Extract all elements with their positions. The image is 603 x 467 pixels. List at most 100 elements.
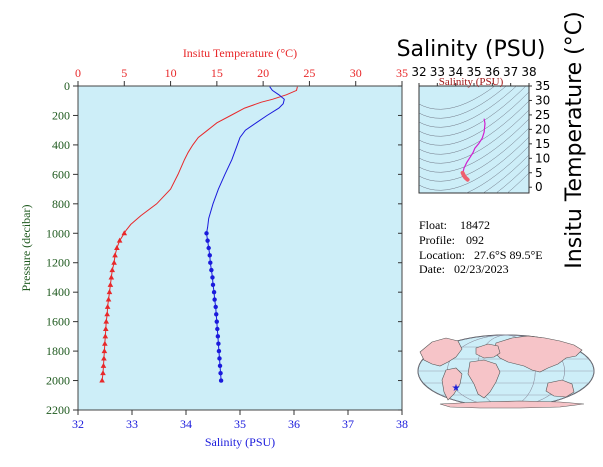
- temperature-marker: [104, 311, 110, 317]
- density-contour: [419, 118, 529, 173]
- density-contours: [419, 86, 529, 193]
- temperature-marker: [114, 245, 120, 250]
- salinity-marker: [216, 348, 222, 354]
- temperature-profile-line: [101, 86, 298, 381]
- salinity-marker: [216, 341, 221, 346]
- date-value: 02/23/2023: [454, 262, 509, 276]
- ts-inset-chart: Salinity (PSU) 32 33 34 35 36 37 3805101520253…: [397, 11, 587, 268]
- land-europe: [475, 343, 501, 359]
- temperature-marker: [100, 362, 107, 368]
- ts-inset-y-axis-label: Insitu Temperature (°C): [562, 11, 587, 268]
- salinity-marker: [209, 267, 214, 273]
- ts-salinity-tick-label: 38: [521, 65, 536, 79]
- salinity-axis-title: Salinity (PSU): [205, 435, 275, 449]
- temperature-marker: [102, 326, 109, 331]
- ts-curve: [462, 118, 486, 173]
- temperature-tick-label: 30: [350, 66, 362, 80]
- ts-temperature-tick-label: 35: [535, 79, 550, 93]
- temperature-tick-label: 35: [396, 66, 408, 80]
- density-contour: [419, 136, 529, 191]
- salinity-marker: [206, 245, 211, 251]
- temperature-marker: [103, 318, 110, 324]
- salinity-marker: [210, 282, 216, 288]
- temperature-marker: [112, 252, 118, 258]
- temperature-marker: [102, 333, 109, 339]
- ts-temperature-tick-label: 25: [535, 108, 550, 122]
- pressure-tick-label: 200: [52, 108, 70, 122]
- pressure-tick-label: 2000: [46, 374, 70, 388]
- salinity-marker: [214, 319, 219, 324]
- salinity-marker: [213, 304, 218, 310]
- density-contour: [507, 172, 529, 193]
- salinity-tick-label: 34: [180, 417, 192, 431]
- land-north-america: [419, 337, 463, 367]
- ts-salinity-tick-label: 37: [503, 65, 518, 79]
- land-australia: [545, 379, 575, 398]
- temperature-axis-title: Insitu Temperature (°C): [183, 46, 297, 60]
- salinity-tick-label: 38: [396, 417, 408, 431]
- pressure-tick-label: 1200: [46, 256, 70, 270]
- temperature-marker: [109, 267, 116, 273]
- salinity-marker: [207, 253, 212, 258]
- location-value: 27.6°S 89.5°E: [474, 248, 543, 262]
- profile-plot-area: [77, 85, 403, 411]
- ts-salinity-tick-label: 34: [448, 65, 463, 79]
- salinity-tick-label: 33: [126, 417, 138, 431]
- temperature-marker: [101, 348, 108, 354]
- pressure-tick-label: 800: [52, 197, 70, 211]
- density-contour: [419, 100, 529, 155]
- temperature-tick-label: 0: [75, 66, 81, 80]
- salinity-marker: [210, 275, 215, 280]
- float-value: 18472: [460, 218, 490, 232]
- temperature-marker: [105, 296, 112, 302]
- density-contour: [419, 86, 507, 119]
- density-contour: [419, 91, 529, 146]
- profile-label: Profile:: [419, 233, 455, 247]
- date-label: Date:: [419, 262, 445, 276]
- ts-curve-deep: [460, 170, 470, 182]
- salinity-marker: [218, 378, 224, 383]
- density-contour: [419, 86, 496, 110]
- float-label: Float:: [419, 218, 447, 232]
- temperature-marker: [106, 289, 113, 295]
- temperature-marker: [102, 340, 108, 346]
- salinity-marker: [208, 260, 213, 265]
- density-contour: [419, 109, 529, 164]
- temperature-marker: [111, 259, 117, 265]
- pressure-tick-label: 1800: [46, 344, 70, 358]
- profile-series-layer: [99, 86, 298, 383]
- ts-salinity-tick-label: 32: [411, 65, 426, 79]
- density-contour: [495, 163, 529, 193]
- profile-axes-layer: 0 5 10 15 20 25 30 35 32 33 34 35 36 37 38 0 200 400 600 80…: [46, 66, 408, 431]
- float-info: Float: 18472 Profile: 092 Location: 27.6…: [419, 218, 543, 276]
- map-land: [419, 335, 585, 409]
- density-contour: [419, 86, 527, 137]
- temperature-marker: [116, 237, 123, 243]
- density-contour: [419, 127, 529, 182]
- location-label: Location:: [419, 248, 465, 262]
- salinity-marker: [215, 334, 221, 339]
- ts-temperature-tick-label: 15: [535, 137, 550, 151]
- salinity-marker: [205, 238, 210, 243]
- ts-temperature-tick-label: 10: [535, 151, 550, 165]
- pressure-tick-label: 0: [64, 79, 70, 93]
- temperature-marker: [107, 281, 114, 287]
- land-antarctica: [439, 400, 585, 409]
- ts-series-layer: [460, 118, 486, 182]
- salinity-marker: [217, 363, 223, 369]
- pressure-tick-label: 400: [52, 138, 70, 152]
- temperature-marker: [99, 377, 105, 383]
- salinity-marker: [204, 231, 209, 236]
- density-contour: [465, 145, 529, 193]
- pressure-tick-label: 1000: [46, 226, 70, 240]
- salinity-tick-label: 37: [342, 417, 354, 431]
- ts-temperature-tick-label: 20: [535, 122, 550, 136]
- land-africa: [467, 359, 501, 399]
- temperature-tick-label: 15: [211, 66, 223, 80]
- salinity-marker: [218, 370, 223, 376]
- pressure-axis-title: Pressure (decibar): [19, 205, 33, 292]
- ts-inset-top-axis-label: Salinity (PSU): [439, 76, 504, 88]
- ts-plot-area: [418, 85, 530, 194]
